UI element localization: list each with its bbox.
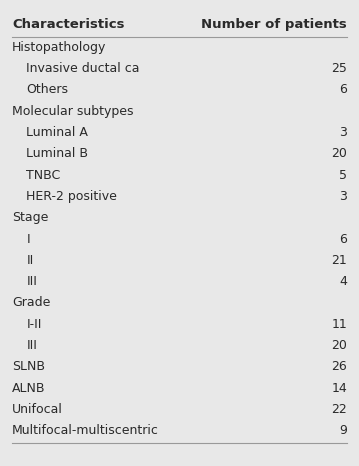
Text: I-II: I-II <box>26 318 42 331</box>
Text: HER-2 positive: HER-2 positive <box>26 190 117 203</box>
Text: Number of patients: Number of patients <box>201 18 347 31</box>
Text: Unifocal: Unifocal <box>12 403 63 416</box>
Text: Luminal B: Luminal B <box>26 147 88 160</box>
Text: 3: 3 <box>339 126 347 139</box>
Text: Luminal A: Luminal A <box>26 126 88 139</box>
Text: Stage: Stage <box>12 211 48 224</box>
Text: 22: 22 <box>331 403 347 416</box>
Text: SLNB: SLNB <box>12 360 45 373</box>
Text: Invasive ductal ca: Invasive ductal ca <box>26 62 140 75</box>
Text: 11: 11 <box>331 318 347 331</box>
Text: 6: 6 <box>339 233 347 246</box>
Text: Multifocal-multiscentric: Multifocal-multiscentric <box>12 425 159 437</box>
Text: 20: 20 <box>331 147 347 160</box>
Text: 5: 5 <box>339 169 347 182</box>
Text: ALNB: ALNB <box>12 382 46 395</box>
Text: Histopathology: Histopathology <box>12 41 107 54</box>
Text: 21: 21 <box>331 254 347 267</box>
Text: III: III <box>26 339 37 352</box>
Text: 6: 6 <box>339 83 347 96</box>
Text: 26: 26 <box>331 360 347 373</box>
Text: TNBC: TNBC <box>26 169 61 182</box>
Text: 14: 14 <box>331 382 347 395</box>
Text: Others: Others <box>26 83 68 96</box>
Text: Molecular subtypes: Molecular subtypes <box>12 105 134 118</box>
Text: 20: 20 <box>331 339 347 352</box>
Text: II: II <box>26 254 34 267</box>
Text: 4: 4 <box>339 275 347 288</box>
Text: 3: 3 <box>339 190 347 203</box>
Text: I: I <box>26 233 30 246</box>
Text: Characteristics: Characteristics <box>12 18 125 31</box>
Text: III: III <box>26 275 37 288</box>
Text: 25: 25 <box>331 62 347 75</box>
Text: Grade: Grade <box>12 296 51 309</box>
Text: 9: 9 <box>339 425 347 437</box>
